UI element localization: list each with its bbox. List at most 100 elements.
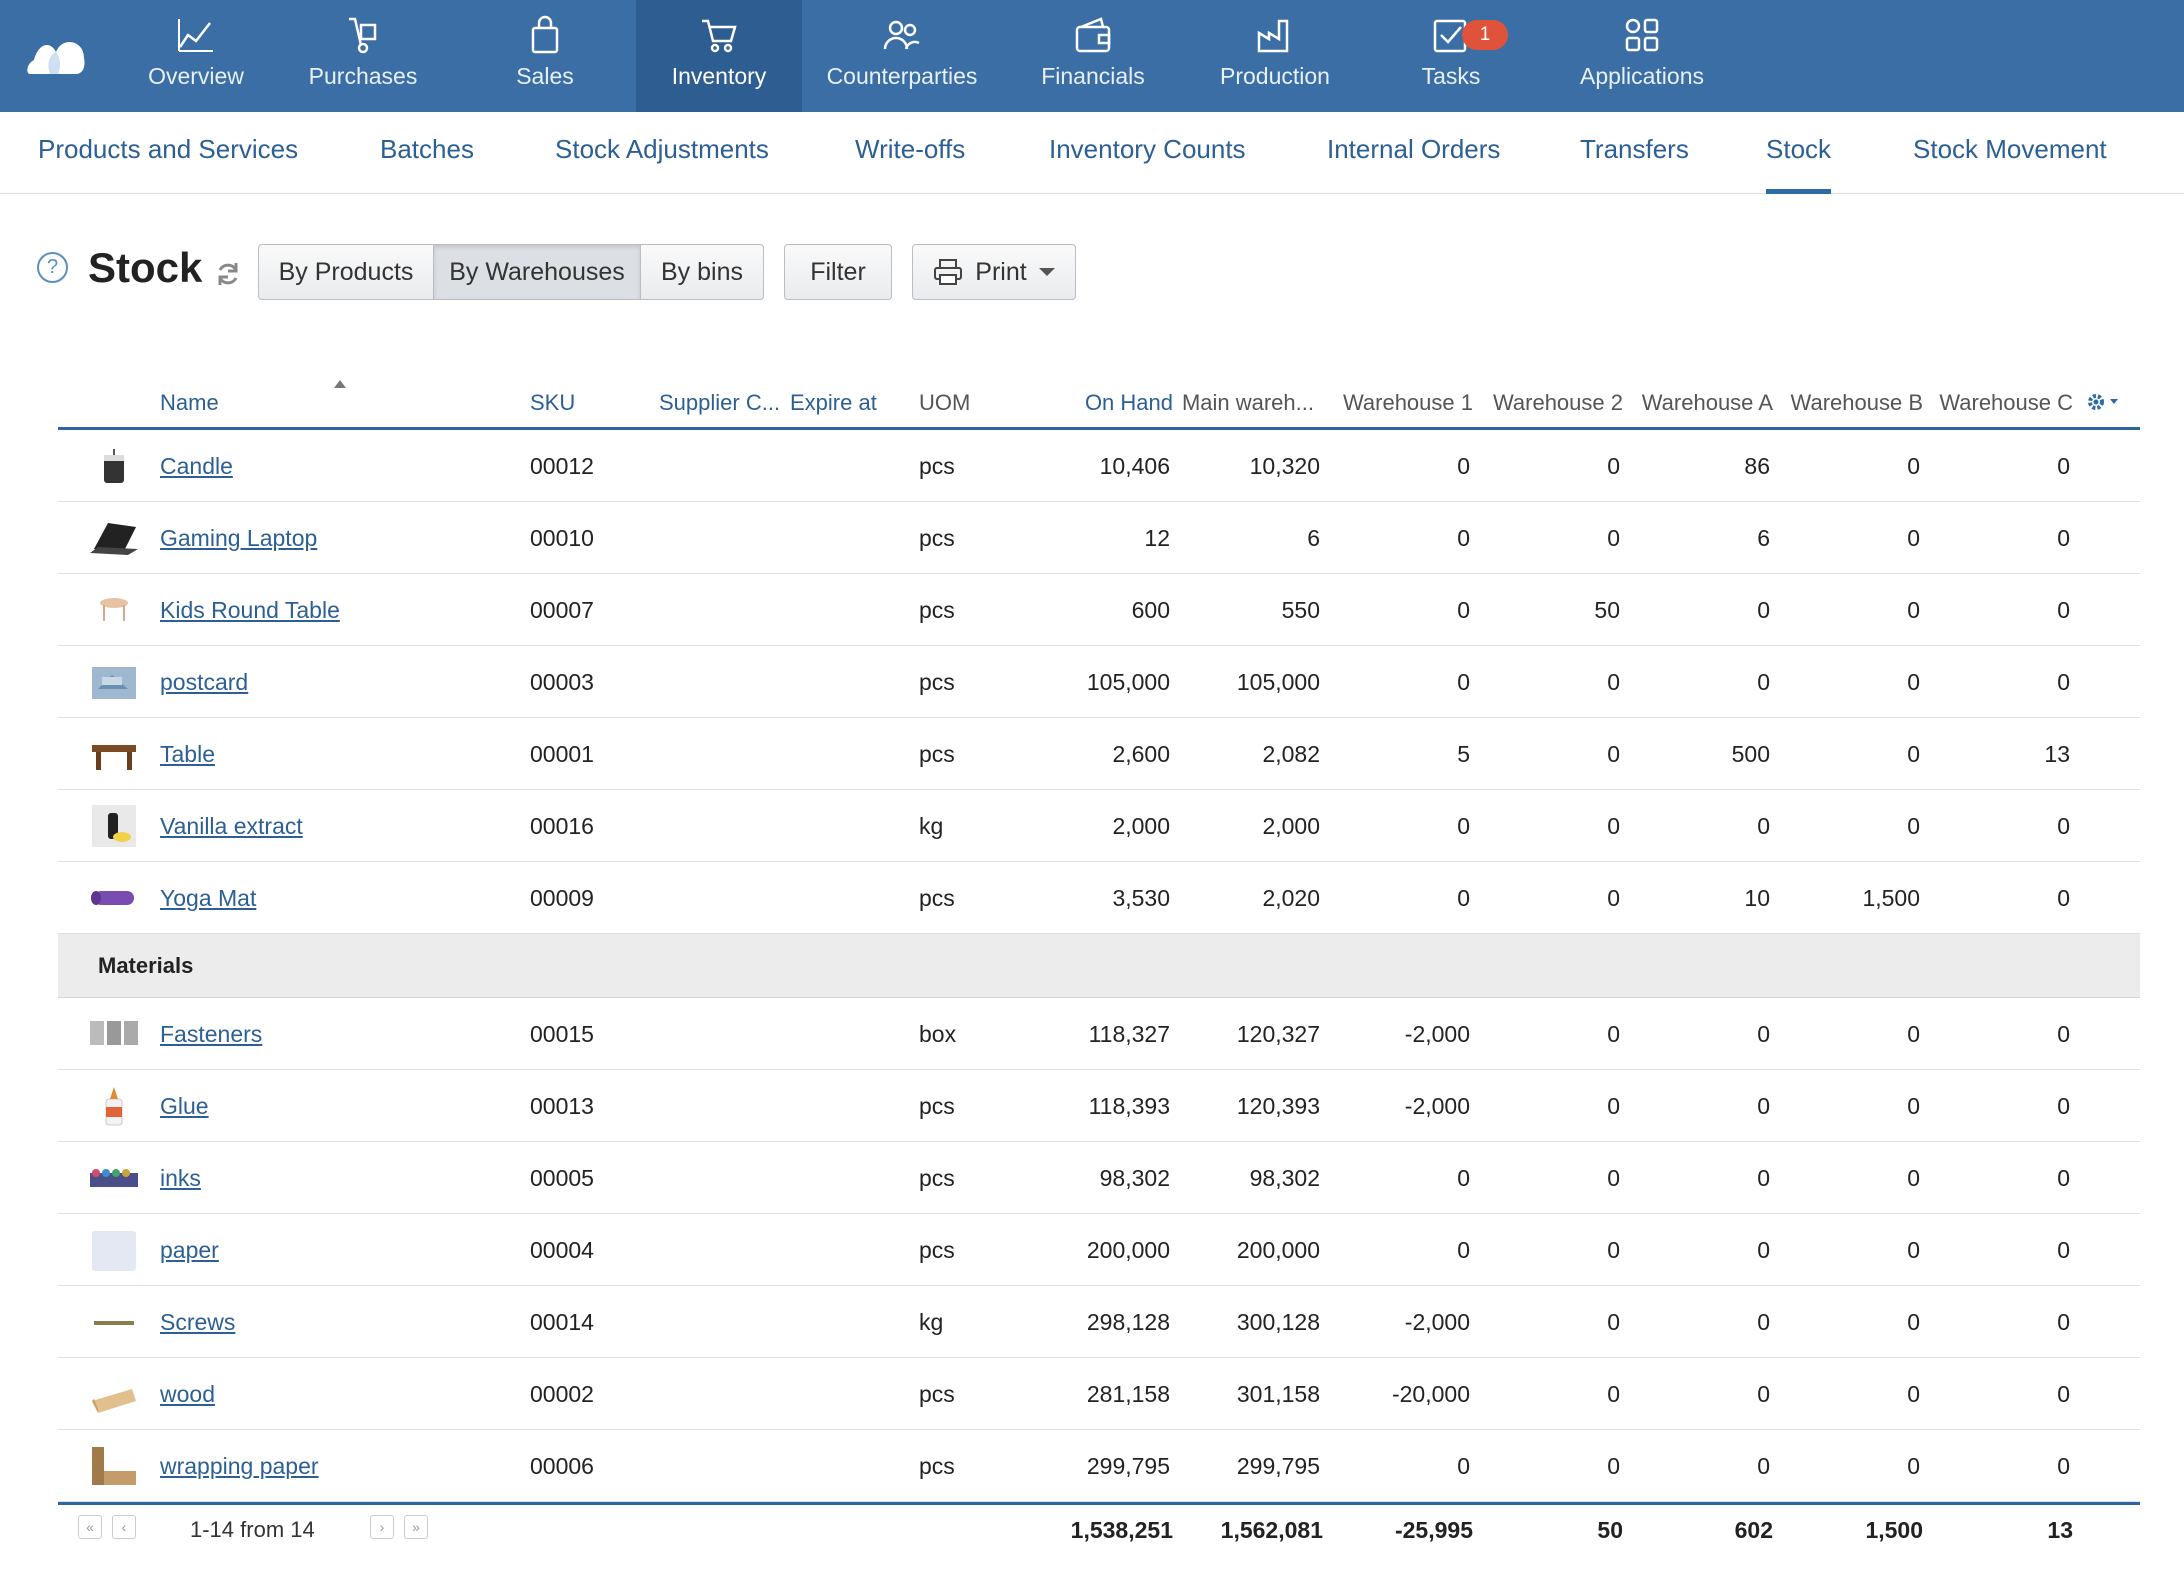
table-row[interactable]: Gaming Laptop 00010 pcs 12 6 0 0 6 0 0 xyxy=(58,502,2140,574)
nav-sales[interactable]: Sales xyxy=(454,0,636,112)
cell-onhand: 2,600 xyxy=(1112,741,1170,767)
cell-wc: 0 xyxy=(2057,813,2070,839)
product-name-link[interactable]: Yoga Mat xyxy=(160,885,257,911)
column-header-supplier[interactable]: Supplier C... xyxy=(659,390,781,415)
nav-tasks[interactable]: Tasks 1 xyxy=(1366,0,1536,112)
table-row[interactable]: Glue 00013 pcs 118,393 120,393 -2,000 0 0 0 0 xyxy=(58,1070,2140,1142)
table-row[interactable]: inks 00005 pcs 98,302 98,302 0 0 0 0 0 xyxy=(58,1142,2140,1214)
column-header-w1[interactable]: Warehouse 1 xyxy=(1342,390,1473,415)
cell-wb: 0 xyxy=(1907,1381,1920,1407)
total-w1: -25,995 xyxy=(1394,1517,1473,1543)
subnav-stock-adjustments[interactable]: Stock Adjustments xyxy=(555,134,769,164)
column-header-uom[interactable]: UOM xyxy=(919,390,971,415)
column-header-w2[interactable]: Warehouse 2 xyxy=(1492,390,1623,415)
product-name-link[interactable]: inks xyxy=(160,1165,201,1191)
prev-page-button[interactable]: ‹ xyxy=(112,1515,136,1539)
table-row[interactable]: postcard 00003 pcs 105,000 105,000 0 0 0 0 0 xyxy=(58,646,2140,718)
nav-inventory[interactable]: Inventory xyxy=(636,0,802,112)
print-button[interactable]: Print xyxy=(912,244,1076,300)
app-logo-icon[interactable] xyxy=(26,30,86,78)
table-row[interactable]: Table 00001 pcs 2,600 2,082 5 0 500 0 13 xyxy=(58,718,2140,790)
cell-uom: pcs xyxy=(919,1165,955,1191)
cell-sku: 00013 xyxy=(530,1093,594,1119)
column-header-name[interactable]: Name xyxy=(160,390,219,415)
subnav-stock[interactable]: Stock xyxy=(1766,134,1832,194)
table-row[interactable]: Vanilla extract 00016 kg 2,000 2,000 0 0 0 0 0 xyxy=(58,790,2140,862)
first-page-button[interactable]: « xyxy=(78,1515,102,1539)
product-name-link[interactable]: Fasteners xyxy=(160,1021,263,1047)
by-warehouses-button[interactable]: By Warehouses xyxy=(433,244,641,300)
subnav-internal-orders[interactable]: Internal Orders xyxy=(1327,134,1501,164)
product-name-link[interactable]: Candle xyxy=(160,453,233,479)
column-header-expire[interactable]: Expire at xyxy=(790,390,877,415)
column-header-sku[interactable]: SKU xyxy=(530,390,576,415)
product-name-link[interactable]: paper xyxy=(160,1237,219,1263)
hand-truck-icon xyxy=(349,17,377,54)
product-name-link[interactable]: wrapping paper xyxy=(160,1453,319,1479)
cell-wa: 86 xyxy=(1744,453,1770,479)
subnav-stock-movement[interactable]: Stock Movement xyxy=(1913,134,2107,164)
cell-onhand: 98,302 xyxy=(1099,1165,1170,1191)
next-page-button[interactable]: › xyxy=(370,1515,394,1539)
by-bins-button[interactable]: By bins xyxy=(640,244,764,300)
cell-main: 300,128 xyxy=(1236,1309,1320,1335)
group-label: Materials xyxy=(98,953,194,978)
nav-purchases[interactable]: Purchases xyxy=(272,0,454,112)
nav-label: Inventory xyxy=(671,63,767,89)
product-name-link[interactable]: Screws xyxy=(160,1309,236,1335)
cell-w1: 0 xyxy=(1457,1165,1470,1191)
product-name-link[interactable]: Gaming Laptop xyxy=(160,525,318,551)
table-row[interactable]: wrapping paper 00006 pcs 299,795 299,795 0 0 0 0… xyxy=(58,1430,2140,1502)
cell-wc: 0 xyxy=(2057,1165,2070,1191)
product-name-link[interactable]: wood xyxy=(160,1381,215,1407)
product-name-link[interactable]: Kids Round Table xyxy=(160,597,340,623)
nav-overview[interactable]: Overview xyxy=(120,0,272,112)
table-row[interactable]: Screws 00014 kg 298,128 300,128 -2,000 0 0 0 0 xyxy=(58,1286,2140,1358)
column-header-main[interactable]: Main wareh... xyxy=(1181,390,1314,415)
subnav-write-offs[interactable]: Write-offs xyxy=(855,134,966,164)
cell-onhand: 3,530 xyxy=(1112,885,1170,911)
cell-wa: 0 xyxy=(1757,1165,1770,1191)
table-row[interactable]: wood 00002 pcs 281,158 301,158 -20,000 0 0 0 0 xyxy=(58,1358,2140,1430)
cell-w1: -20,000 xyxy=(1391,1381,1470,1407)
table-body: Candle 00012 pcs 10,406 10,320 0 0 86 0 0 Gaming L… xyxy=(58,430,2140,1502)
cell-w1: 0 xyxy=(1457,525,1470,551)
last-page-button[interactable]: » xyxy=(404,1515,428,1539)
column-header-wc[interactable]: Warehouse C xyxy=(1939,390,2073,415)
table-row[interactable]: paper 00004 pcs 200,000 200,000 0 0 0 0 0 xyxy=(58,1214,2140,1286)
table-row[interactable]: Candle 00012 pcs 10,406 10,320 0 0 86 0 0 xyxy=(58,430,2140,502)
nav-applications[interactable]: Applications xyxy=(1536,0,1748,112)
column-header-onhand[interactable]: On Hand xyxy=(1084,390,1173,415)
subnav-products-and-services[interactable]: Products and Services xyxy=(38,134,299,164)
cell-uom: pcs xyxy=(919,1453,955,1479)
column-header-wb[interactable]: Warehouse B xyxy=(1790,390,1923,415)
nav-counterparties[interactable]: Counterparties xyxy=(802,0,1002,112)
nav-production[interactable]: Production xyxy=(1184,0,1366,112)
cell-main: 2,020 xyxy=(1262,885,1320,911)
product-name-link[interactable]: Table xyxy=(160,741,215,767)
wood-thumbnail-icon xyxy=(92,1389,136,1413)
product-name-link[interactable]: Vanilla extract xyxy=(160,813,303,839)
sort-ascending-icon[interactable] xyxy=(334,380,346,388)
subnav-transfers[interactable]: Transfers xyxy=(1580,134,1689,164)
cell-wb: 0 xyxy=(1907,1309,1920,1335)
column-header-wa[interactable]: Warehouse A xyxy=(1641,390,1773,415)
help-icon[interactable]: ? xyxy=(37,252,68,283)
table-row[interactable]: Fasteners 00015 box 118,327 120,327 -2,000 0 0 0… xyxy=(58,998,2140,1070)
product-name-link[interactable]: postcard xyxy=(160,669,249,695)
by-products-button[interactable]: By Products xyxy=(258,244,434,300)
nav-label: Production xyxy=(1220,63,1330,89)
table-row[interactable]: Yoga Mat 00009 pcs 3,530 2,020 0 0 10 1,500 0 xyxy=(58,862,2140,934)
filter-button[interactable]: Filter xyxy=(784,244,892,300)
nav-financials[interactable]: Financials xyxy=(1002,0,1184,112)
cell-wc: 13 xyxy=(2044,741,2070,767)
refresh-icon[interactable] xyxy=(214,260,242,288)
column-settings-gear-icon[interactable] xyxy=(2084,390,2124,414)
table-row[interactable]: Kids Round Table 00007 pcs 600 550 0 50 0 0 0 xyxy=(58,574,2140,646)
product-name-link[interactable]: Glue xyxy=(160,1093,209,1119)
subnav-batches[interactable]: Batches xyxy=(380,134,474,164)
subnav-inventory-counts[interactable]: Inventory Counts xyxy=(1049,134,1246,164)
cell-wa: 0 xyxy=(1757,597,1770,623)
cell-wb: 0 xyxy=(1907,1093,1920,1119)
cell-wc: 0 xyxy=(2057,885,2070,911)
